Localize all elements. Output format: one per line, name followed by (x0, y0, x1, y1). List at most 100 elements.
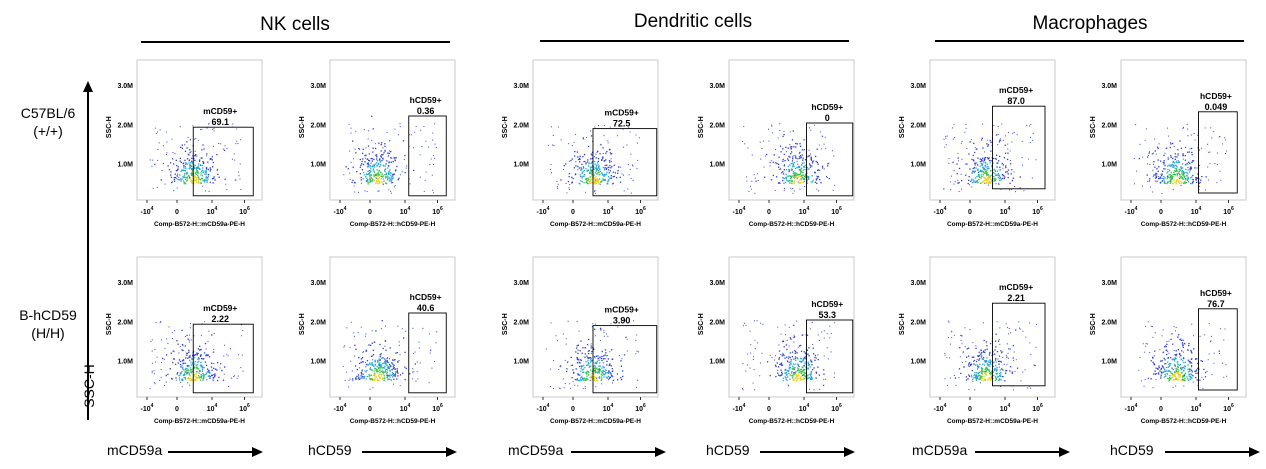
gate-value: 3.90 (613, 316, 631, 326)
gate-value: 2.21 (1007, 293, 1025, 303)
plot-frame (929, 59, 1056, 201)
x-tick-label: 106 (1223, 206, 1234, 216)
x-tick-label: 0 (968, 209, 972, 216)
y-tick-label: 2.0M (310, 122, 326, 129)
y-tick-label: 1.0M (910, 162, 926, 169)
y-axis-title: SSC-H (698, 116, 705, 138)
x-tick-label: 0 (571, 209, 575, 216)
gate-box (992, 105, 1046, 190)
x-tick-label: 104 (207, 206, 218, 216)
row-label-humanized: B-hCD59 (H/H) (19, 307, 77, 341)
x-axis-title: Comp-B572-H::mCD59a-PE-H (550, 418, 641, 425)
flow-plot-8: 3.0M 2.0M 1.0M SSC-H -104 0 104 106 Comp-B572-H:… (299, 256, 456, 425)
flow-plot-3: 3.0M 2.0M 1.0M SSC-H -104 0 104 106 Comp-B572-H:… (502, 59, 659, 228)
plot-frame (728, 256, 855, 398)
y-tick-label: 3.0M (310, 83, 326, 90)
gate-value: 40.6 (417, 303, 435, 313)
x-arrow-label-4: hCD59 (706, 442, 750, 458)
gate-label: hCD59+ (410, 292, 442, 302)
group-title-nk: NK cells (260, 14, 330, 35)
gate-label: mCD59+ (203, 303, 237, 313)
y-tick-label: 3.0M (513, 83, 529, 90)
gate-label: hCD59+ (410, 95, 442, 105)
x-axis-title: Comp-B572-H::mCD59a-PE-H (947, 418, 1038, 425)
y-tick-label: 3.0M (513, 280, 529, 287)
plot-frame (136, 59, 263, 201)
event-dots (343, 115, 437, 194)
x-tick-label: 104 (1000, 206, 1011, 216)
plot-frame (532, 256, 659, 398)
gate-value: 72.5 (613, 119, 631, 129)
plot-frame (728, 59, 855, 201)
x-arrow-label-1: mCD59a (107, 442, 163, 458)
y-tick-label: 1.0M (310, 162, 326, 169)
x-tick-label: -104 (141, 403, 154, 413)
x-axis-title: Comp-B572-H::hCD59-PE-H (350, 221, 436, 228)
plot-frame (1120, 256, 1247, 398)
y-tick-label: 3.0M (910, 83, 926, 90)
x-tick-label: -104 (537, 403, 550, 413)
gate-value: 53.3 (819, 310, 837, 320)
x-axis-title: Comp-B572-H::hCD59-PE-H (350, 418, 436, 425)
y-axis-title: SSC-H (106, 313, 113, 335)
gate-box (592, 325, 658, 394)
x-tick-label: 0 (767, 209, 771, 216)
x-arrow-2 (362, 447, 457, 457)
x-tick-label: 0 (368, 406, 372, 413)
event-dots (1133, 123, 1228, 194)
x-tick-label: 106 (831, 403, 842, 413)
x-tick-label: 104 (1191, 206, 1202, 216)
gate-box (1198, 308, 1238, 391)
x-tick-label: 0 (368, 209, 372, 216)
x-tick-label: 0 (968, 406, 972, 413)
y-tick-label: 2.0M (513, 122, 529, 129)
x-tick-label: 104 (799, 206, 810, 216)
x-tick-label: 104 (603, 403, 614, 413)
x-tick-label: 106 (432, 206, 443, 216)
y-tick-label: 2.0M (117, 319, 133, 326)
x-tick-label: 0 (1159, 209, 1163, 216)
y-tick-label: 1.0M (117, 162, 133, 169)
y-tick-label: 3.0M (1101, 280, 1117, 287)
x-arrow-label-6: hCD59 (1110, 442, 1154, 458)
gate-value: 0 (825, 113, 830, 123)
event-dots (342, 319, 438, 390)
x-axis-title: Comp-B572-H::mCD59a-PE-H (154, 418, 245, 425)
flow-plot-7: 3.0M 2.0M 1.0M SSC-H -104 0 104 106 Comp-B572-H:… (106, 256, 263, 425)
event-dots (1138, 321, 1228, 389)
plot-frame (329, 256, 456, 398)
x-tick-label: 104 (400, 206, 411, 216)
flow-plot-4: 3.0M 2.0M 1.0M SSC-H -104 0 104 106 Comp-B572-H:… (698, 59, 855, 228)
x-tick-label: 106 (1032, 206, 1043, 216)
flow-plot-10: 3.0M 2.0M 1.0M SSC-H -104 0 104 106 Comp-B572-H:… (698, 256, 855, 425)
gate-value: 76.7 (1207, 299, 1225, 309)
plot-frame (136, 256, 263, 398)
x-arrow-label-2: hCD59 (308, 442, 352, 458)
y-tick-label: 1.0M (117, 359, 133, 366)
x-axis-title: Comp-B572-H::hCD59-PE-H (1141, 418, 1227, 425)
y-axis-title: SSC-H (299, 116, 306, 138)
gate-box (192, 126, 254, 197)
event-dots (742, 123, 836, 194)
flow-plot-6: 3.0M 2.0M 1.0M SSC-H -104 0 104 106 Comp-B572-H:… (1090, 59, 1247, 228)
x-tick-label: 106 (239, 206, 250, 216)
x-axis-title: Comp-B572-H::hCD59-PE-H (749, 418, 835, 425)
flow-plot-5: 3.0M 2.0M 1.0M SSC-H -104 0 104 106 Comp-B572-H:… (899, 59, 1056, 228)
flow-plot-1: 3.0M 2.0M 1.0M SSC-H -104 0 104 106 Comp-B572-H:… (106, 59, 263, 228)
y-tick-label: 2.0M (1101, 122, 1117, 129)
y-axis-title: SSC-H (502, 116, 509, 138)
x-arrow-6 (1165, 447, 1260, 457)
x-tick-label: -104 (1125, 206, 1138, 216)
flow-plot-9: 3.0M 2.0M 1.0M SSC-H -104 0 104 106 Comp-B572-H:… (502, 256, 659, 425)
row-label-wildtype: C57BL/6 (+/+) (20, 105, 76, 139)
flow-plot-12: 3.0M 2.0M 1.0M SSC-H -104 0 104 106 Comp-B572-H:… (1090, 256, 1247, 425)
gate-label: hCD59+ (1200, 288, 1232, 298)
gate-value: 87.0 (1007, 96, 1025, 106)
event-dots (149, 123, 242, 192)
x-axis-title: Comp-B572-H::mCD59a-PE-H (154, 221, 245, 228)
x-axis-title: Comp-B572-H::mCD59a-PE-H (947, 221, 1038, 228)
x-tick-label: 104 (603, 206, 614, 216)
y-tick-label: 1.0M (1101, 162, 1117, 169)
x-tick-label: -104 (141, 206, 154, 216)
x-axis-title: Comp-B572-H::hCD59-PE-H (749, 221, 835, 228)
